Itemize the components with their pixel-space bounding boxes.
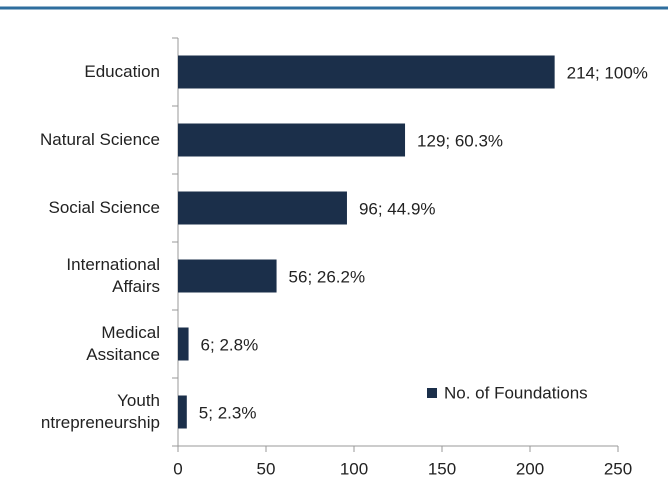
y-tick-label: Social Science <box>48 198 160 217</box>
legend-label: No. of Foundations <box>444 383 588 402</box>
y-tick-label: Medical Assitance <box>86 323 160 364</box>
x-tick-label: 150 <box>428 459 456 478</box>
value-label: 214; 100% <box>567 63 648 82</box>
y-tick-label: International Affairs <box>66 255 160 296</box>
legend-swatch <box>427 388 437 398</box>
value-label: 129; 60.3% <box>417 131 503 150</box>
x-tick-label: 250 <box>604 459 632 478</box>
bar <box>178 395 187 429</box>
value-label: 6; 2.8% <box>201 335 259 354</box>
x-tick-label: 0 <box>173 459 182 478</box>
bar <box>178 327 189 361</box>
value-label: 5; 2.3% <box>199 403 257 422</box>
bar <box>178 191 347 225</box>
x-tick-label: 200 <box>516 459 544 478</box>
value-label: 56; 26.2% <box>289 267 366 286</box>
bar <box>178 259 277 293</box>
y-tick-label: Youth ntrepreneurship <box>40 391 160 432</box>
bar <box>178 55 555 89</box>
bar <box>178 123 406 157</box>
y-tick-label: Natural Science <box>39 130 160 149</box>
x-tick-label: 50 <box>257 459 276 478</box>
value-label: 96; 44.9% <box>359 199 436 218</box>
x-tick-label: 100 <box>340 459 368 478</box>
y-tick-label: Education <box>84 62 160 81</box>
